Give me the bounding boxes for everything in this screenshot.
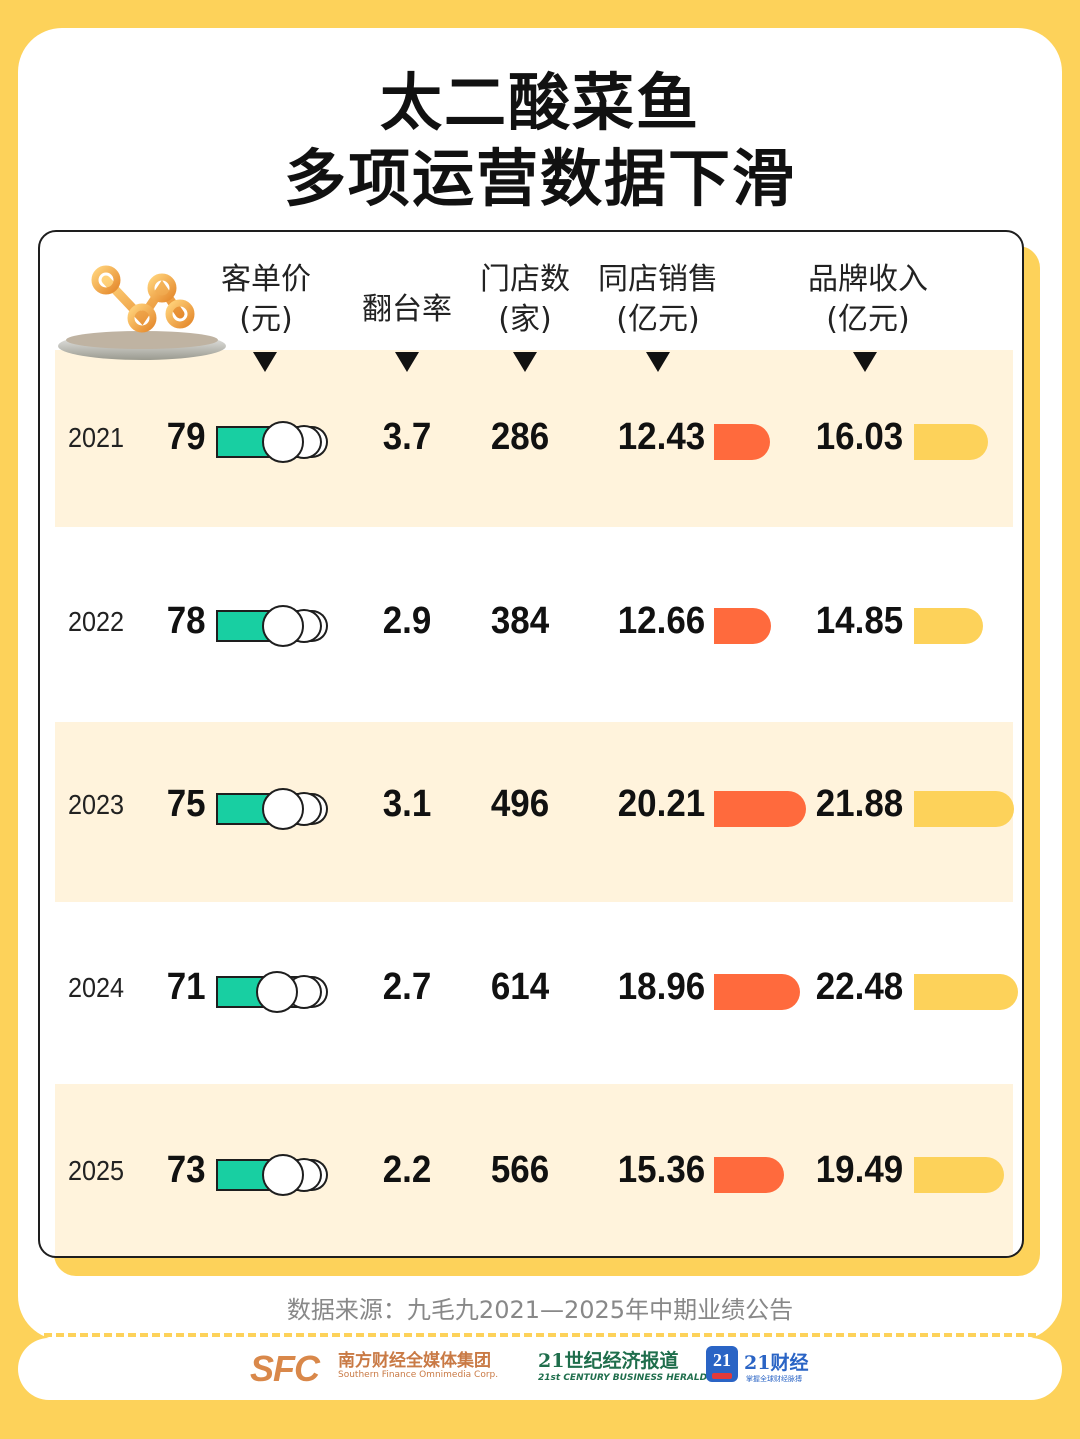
data-source-note: 数据来源：九毛九2021—2025年中期业绩公告 (286, 1296, 794, 1324)
data-table: 客单价 (元) 翻台率 门店数 (家) 同店销售 (亿元) 品牌收入 (亿元) … (38, 230, 1024, 1258)
revenue-value: 16.03 (815, 416, 904, 458)
price-value: 78 (166, 600, 206, 642)
app-logo-tagline: 掌握全球财经脉搏 (746, 1375, 802, 1383)
down-arrow-icon (253, 352, 277, 372)
row-band-2021 (55, 350, 1013, 527)
price-indicator (216, 421, 330, 463)
same-store-bar (714, 791, 806, 827)
stores-value: 384 (490, 600, 550, 642)
title-line-1: 太二酸菜鱼 (379, 66, 700, 139)
table-row: 2022 78 2.9 384 12.66 14.85 (40, 596, 1022, 656)
price-indicator (216, 788, 330, 830)
year-label: 2023 (68, 789, 125, 820)
header-brand-revenue: 品牌收入 (亿元) (808, 262, 928, 337)
stores-value: 496 (490, 783, 550, 825)
table-row: 2025 73 2.2 566 15.36 19.49 (40, 1145, 1022, 1205)
year-label: 2025 (68, 1155, 125, 1186)
sfc-logo-mark: SFC (250, 1348, 320, 1389)
revenue-value: 22.48 (815, 966, 904, 1008)
revenue-bar (914, 791, 1014, 827)
same-store-value: 15.36 (617, 1149, 706, 1191)
header-price: 客单价 (元) (221, 262, 311, 337)
same-store-value: 18.96 (617, 966, 706, 1008)
revenue-value: 21.88 (815, 783, 904, 825)
line-chart-3d-icon (58, 265, 226, 360)
price-indicator (216, 971, 330, 1013)
turnover-value: 2.9 (382, 600, 432, 642)
revenue-bar (914, 608, 983, 644)
turnover-value: 3.7 (382, 416, 432, 458)
down-arrow-icon (853, 352, 877, 372)
app-logo-badge-icon: 21 (706, 1346, 738, 1382)
herald-logo-cn: 21世纪经济报道 (538, 1350, 679, 1372)
same-store-value: 12.66 (617, 600, 706, 642)
title-line-2: 多项运营数据下滑 (283, 142, 796, 215)
header-turnover: 翻台率 (362, 292, 452, 327)
year-label: 2022 (68, 606, 125, 637)
price-value: 79 (166, 416, 206, 458)
year-label: 2021 (68, 422, 125, 453)
down-arrow-icon (395, 352, 419, 372)
revenue-value: 19.49 (815, 1149, 904, 1191)
turnover-value: 2.7 (382, 966, 432, 1008)
same-store-bar (714, 974, 800, 1010)
stores-value: 566 (490, 1149, 550, 1191)
header-stores: 门店数 (家) (480, 262, 570, 337)
year-label: 2024 (68, 972, 125, 1003)
dashed-divider (44, 1333, 1036, 1337)
down-arrow-icon (513, 352, 537, 372)
down-arrow-icon (646, 352, 670, 372)
row-band-2025 (55, 1084, 1013, 1256)
revenue-bar (914, 974, 1018, 1010)
turnover-value: 2.2 (382, 1149, 432, 1191)
same-store-bar (714, 424, 770, 460)
table-row: 2023 75 3.1 496 20.21 21.88 (40, 779, 1022, 839)
price-indicator (216, 605, 330, 647)
footer-card (18, 1338, 1062, 1400)
herald-logo-en: 21st CENTURY BUSINESS HERALD (538, 1373, 708, 1383)
publisher-logos: SFC 南方财经全媒体集团 Southern Finance Omnimedia… (250, 1346, 830, 1389)
table-row: 2021 79 3.7 286 12.43 16.03 (40, 412, 1022, 472)
header-same-store-sales: 同店销售 (亿元) (598, 262, 718, 337)
row-band-2023 (55, 722, 1013, 902)
stores-value: 614 (490, 966, 550, 1008)
same-store-value: 20.21 (617, 783, 706, 825)
table-row: 2024 71 2.7 614 18.96 22.48 (40, 962, 1022, 1022)
price-indicator (216, 1154, 330, 1196)
price-value: 75 (166, 783, 206, 825)
app-logo-cn: 21财经 (744, 1352, 809, 1374)
same-store-value: 12.43 (617, 416, 706, 458)
price-value: 73 (166, 1149, 206, 1191)
sfc-logo-cn: 南方财经全媒体集团 (338, 1351, 491, 1371)
turnover-value: 3.1 (382, 783, 432, 825)
revenue-value: 14.85 (815, 600, 904, 642)
sfc-logo-en: Southern Finance Omnimedia Corp. (338, 1370, 499, 1380)
revenue-bar (914, 424, 988, 460)
stores-value: 286 (490, 416, 550, 458)
same-store-bar (714, 608, 771, 644)
same-store-bar (714, 1157, 784, 1193)
revenue-bar (914, 1157, 1004, 1193)
price-value: 71 (166, 966, 206, 1008)
